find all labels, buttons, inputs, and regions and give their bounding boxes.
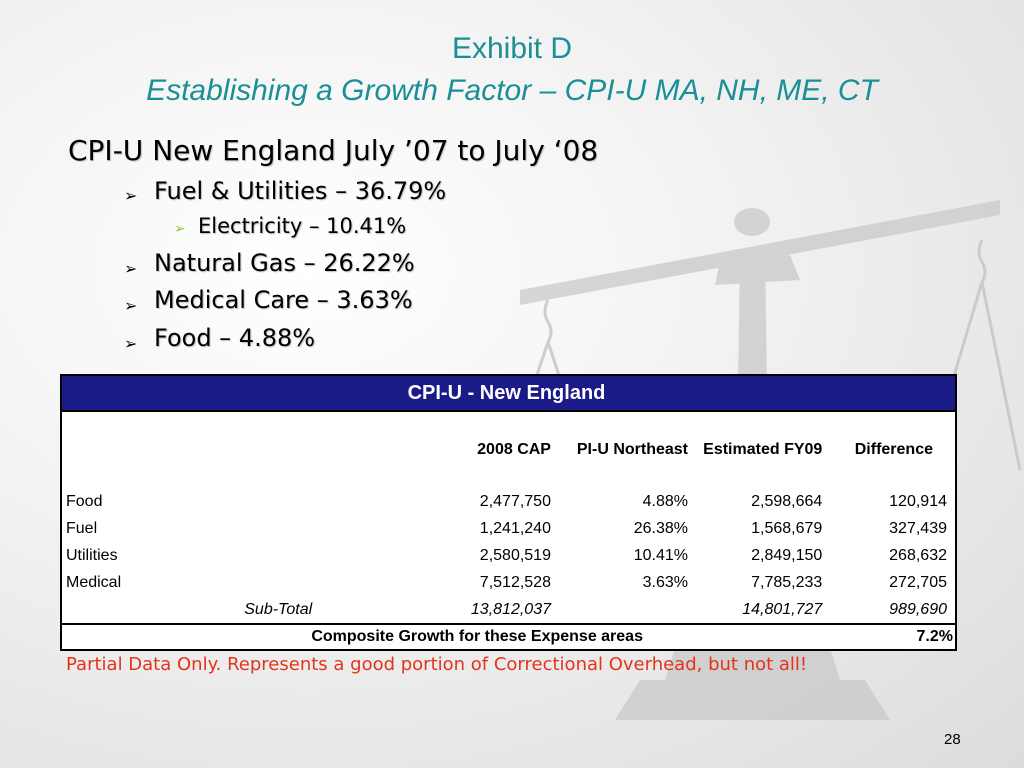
cell-pct: 4.88% — [642, 492, 688, 510]
column-header: Estimated FY09 — [703, 441, 823, 458]
cell-est: 2,598,664 — [751, 492, 823, 510]
arrow-bullet-icon: ➢ — [124, 259, 138, 278]
slide-subtitle: Establishing a Growth Factor – CPI-U MA,… — [146, 74, 878, 107]
bullet-electricity: Electricity – 10.41% — [198, 214, 407, 238]
cell-diff: 120,914 — [889, 492, 947, 510]
bullet-main: CPI-U New England July ’07 to July ‘08 — [68, 134, 599, 167]
cell-pct: 3.63% — [642, 573, 688, 591]
cell-diff: 272,705 — [889, 573, 947, 591]
cpi-table: CPI-U - New England 2008 CAP PI-U Northe… — [60, 374, 957, 651]
table-title: CPI-U - New England — [61, 375, 956, 412]
row-label: Utilities — [66, 546, 118, 564]
composite-label: Composite Growth for these Expense areas — [61, 623, 831, 650]
table-row: Fuel 1,241,240 26.38% 1,568,679 327,439 — [61, 515, 956, 542]
table-row: Medical 7,512,528 3.63% 7,785,233 272,70… — [61, 569, 956, 596]
row-label: Food — [66, 492, 103, 510]
cell-est: 7,785,233 — [751, 573, 823, 591]
row-label: Fuel — [66, 519, 98, 537]
slide-title: Exhibit D — [451, 32, 573, 65]
arrow-bullet-icon: ➢ — [124, 296, 138, 315]
subtotal-label: Sub-Total — [244, 600, 313, 618]
subtotal-est: 14,801,727 — [742, 600, 823, 618]
cell-cap: 2,477,750 — [479, 492, 551, 510]
cell-cap: 7,512,528 — [479, 573, 551, 591]
column-header: 2008 CAP — [477, 441, 551, 458]
cell-diff: 268,632 — [889, 546, 947, 564]
arrow-bullet-icon: ➢ — [124, 186, 138, 205]
cell-est: 2,849,150 — [751, 546, 823, 564]
table-header-row: 2008 CAP PI-U Northeast Estimated FY09 D… — [61, 411, 956, 488]
page-number: 28 — [944, 731, 961, 748]
subtotal-cap: 13,812,037 — [470, 600, 551, 618]
cell-cap: 2,580,519 — [479, 546, 551, 564]
arrow-bullet-icon: ➢ — [174, 221, 186, 237]
column-header: PI-U Northeast — [576, 441, 688, 458]
cell-pct: 26.38% — [633, 519, 688, 537]
composite-value: 7.2% — [830, 623, 956, 650]
bullet-natural-gas: Natural Gas – 26.22% — [154, 249, 415, 277]
bullet-fuel: Fuel & Utilities – 36.79% — [154, 177, 447, 205]
table-row: Food 2,477,750 4.88% 2,598,664 120,914 — [61, 488, 956, 515]
bullet-medical: Medical Care – 3.63% — [154, 286, 413, 314]
composite-row: Composite Growth for these Expense areas… — [61, 623, 956, 650]
footnote: Partial Data Only. Represents a good por… — [66, 654, 808, 675]
table-row: Utilities 2,580,519 10.41% 2,849,150 268… — [61, 542, 956, 569]
row-label: Medical — [66, 573, 122, 591]
cell-diff: 327,439 — [889, 519, 947, 537]
bullet-food: Food – 4.88% — [154, 324, 316, 352]
cell-cap: 1,241,240 — [479, 519, 551, 537]
cell-pct: 10.41% — [633, 546, 688, 564]
cell-est: 1,568,679 — [751, 519, 823, 537]
subtotal-row: Sub-Total 13,812,037 14,801,727 989,690 — [61, 596, 956, 624]
arrow-bullet-icon: ➢ — [124, 334, 138, 353]
column-header: Difference — [854, 441, 933, 458]
subtotal-diff: 989,690 — [889, 600, 947, 618]
